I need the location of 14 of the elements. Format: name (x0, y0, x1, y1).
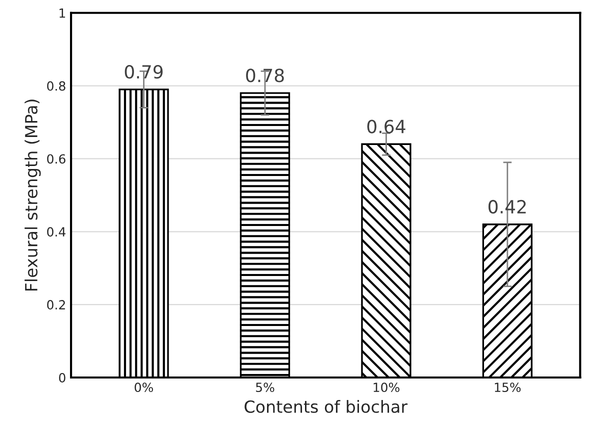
x-tick-label: 0% (134, 382, 153, 392)
y-tick-label: 1 (60, 8, 66, 18)
y-tick-label: 0.4 (47, 227, 66, 237)
data-label: 0.64 (367, 120, 406, 134)
data-label: 0.79 (124, 65, 163, 79)
x-axis-title: Contents of biochar (244, 400, 408, 413)
y-tick-label: 0 (59, 372, 66, 382)
x-tick-label: 5% (256, 382, 274, 392)
y-tick-label: 0.6 (47, 154, 66, 164)
x-tick-label: 15% (494, 382, 521, 392)
y-tick-label: 0.8 (47, 81, 66, 91)
y-axis-title: Flexural strength (MPa) (24, 100, 41, 291)
x-tick-label: 10% (374, 382, 400, 392)
y-tick-label: 0.2 (47, 300, 65, 310)
